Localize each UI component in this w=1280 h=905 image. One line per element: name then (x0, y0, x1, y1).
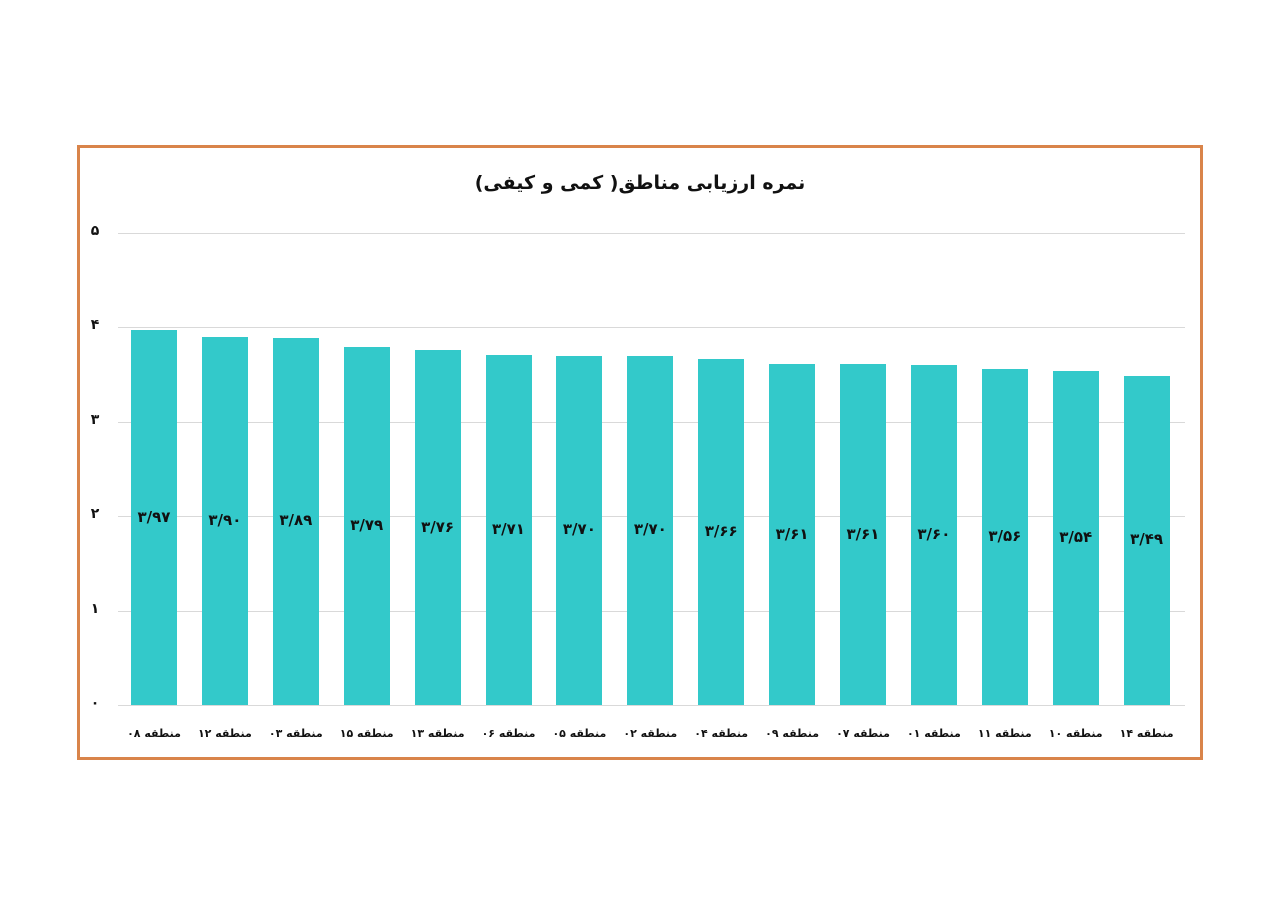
bar-value-label: ۳/۶۱ (846, 524, 880, 543)
x-category-label: منطقه ۱۴ (1119, 727, 1174, 740)
bar-value-label: ۳/۴۹ (1130, 530, 1164, 549)
bar-value-label: ۳/۹۰ (208, 510, 242, 529)
bar-value-label: ۳/۹۷ (137, 507, 171, 526)
bar (981, 368, 1028, 705)
gridline (118, 233, 1185, 234)
y-tick-label: ۵ (90, 223, 100, 239)
bar (485, 354, 532, 705)
y-tick-label: ۱ (90, 600, 100, 617)
bar-value-label: ۳/۸۹ (279, 511, 313, 530)
x-category-label: منطقه ۰۴ (694, 727, 749, 740)
x-category-label: منطقه ۰۶ (481, 727, 536, 740)
y-tick-label: ۴ (90, 317, 100, 334)
gridline (118, 327, 1185, 329)
bar-value-label: ۳/۶۶ (704, 522, 738, 541)
x-category-label: منطقه ۰۵ (552, 727, 607, 740)
y-tick-label: ۳ (90, 411, 100, 428)
bar-value-label: ۳/۷۹ (350, 516, 384, 535)
x-category-label: منطقه ۰۳ (268, 727, 323, 740)
bar-value-label: ۳/۷۰ (562, 520, 596, 539)
bar (910, 365, 957, 705)
x-category-label: منطقه ۰۸ (127, 727, 181, 740)
bar (1123, 375, 1170, 705)
bar-value-label: ۳/۷۶ (421, 517, 455, 536)
bar-value-label: ۳/۶۰ (917, 525, 951, 544)
y-tick-label: ۲ (90, 506, 100, 523)
bar (698, 359, 745, 705)
bar-value-label: ۳/۵۴ (1059, 527, 1093, 546)
bar (414, 350, 461, 705)
bar (627, 355, 674, 705)
x-category-label: منطقه ۰۷ (836, 727, 890, 740)
chart-title: نمره ارزیابی مناطق( کمی و کیفی) (474, 172, 806, 194)
bar (556, 355, 603, 705)
bar-value-label: ۳/۷۰ (633, 520, 667, 539)
x-category-label: منطقه ۱۵ (339, 727, 394, 740)
x-category-label: منطقه ۱۳ (410, 727, 465, 740)
x-category-label: منطقه ۱۱ (977, 727, 1032, 740)
bar (201, 336, 248, 705)
x-category-label: منطقه ۰۱ (906, 727, 961, 740)
bar (1052, 370, 1099, 705)
x-category-label: منطقه ۱۰ (1048, 727, 1103, 740)
bar (343, 347, 390, 705)
gridline (118, 705, 1185, 706)
bar (769, 364, 816, 705)
bar-value-label: ۳/۵۶ (988, 526, 1022, 545)
x-category-label: منطقه ۱۲ (197, 727, 252, 740)
bar-value-label: ۳/۷۱ (492, 519, 525, 538)
bar (131, 330, 177, 705)
y-tick-label: ۰ (90, 695, 100, 711)
bar (272, 337, 319, 705)
bar-value-label: ۳/۶۱ (775, 524, 809, 543)
x-category-label: منطقه ۰۹ (765, 727, 820, 740)
bar (840, 364, 886, 705)
x-category-label: منطقه ۰۲ (623, 727, 678, 740)
chart-frame: نمره ارزیابی مناطق( کمی و کیفی) (77, 145, 1203, 760)
